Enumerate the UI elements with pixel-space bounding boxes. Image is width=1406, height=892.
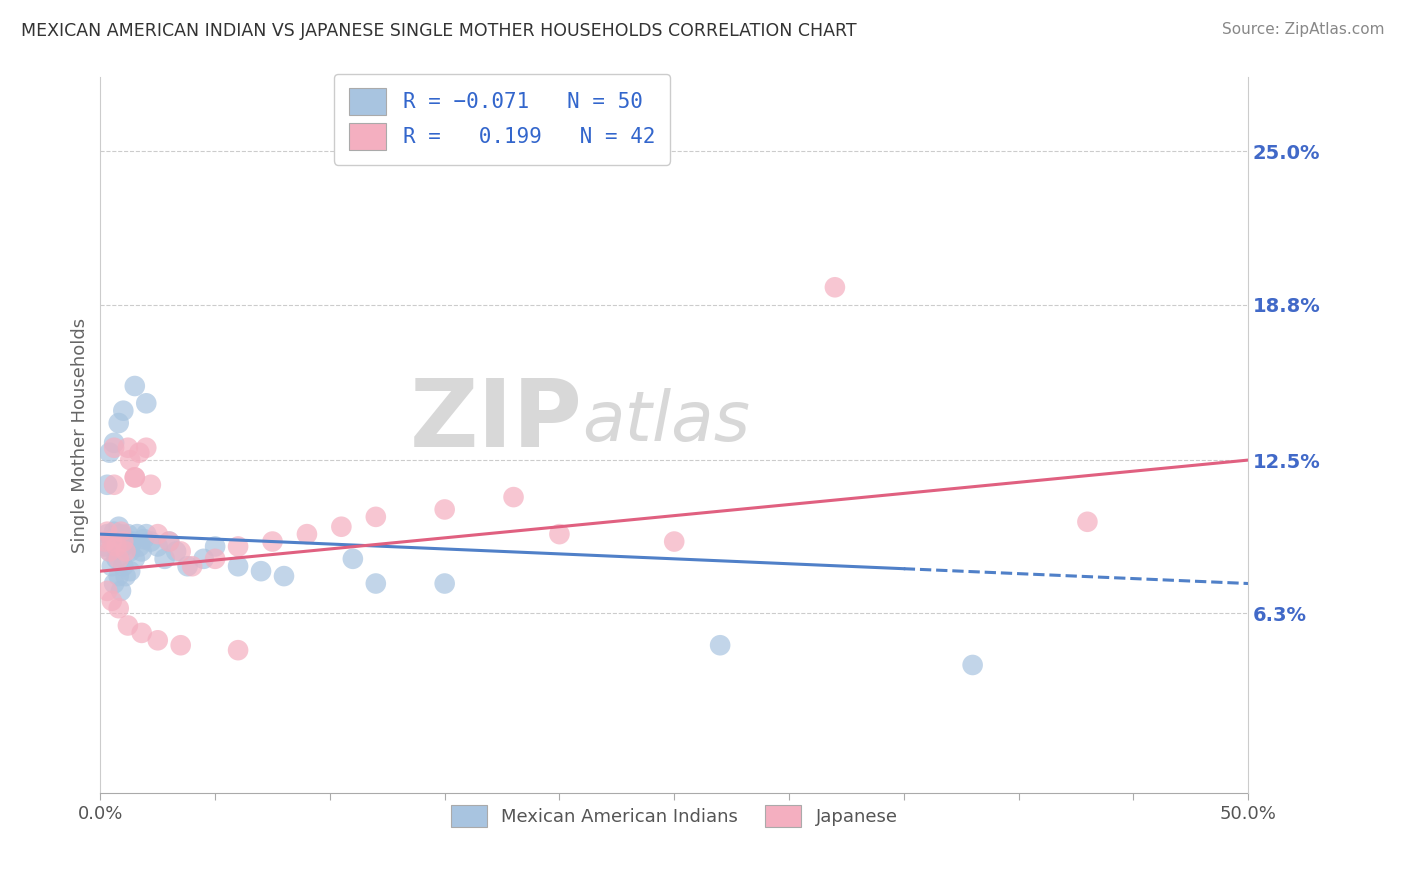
Point — [131, 544, 153, 558]
Point — [131, 626, 153, 640]
Point — [124, 470, 146, 484]
Text: MEXICAN AMERICAN INDIAN VS JAPANESE SINGLE MOTHER HOUSEHOLDS CORRELATION CHART: MEXICAN AMERICAN INDIAN VS JAPANESE SING… — [21, 22, 856, 40]
Point — [146, 540, 169, 554]
Point — [103, 576, 125, 591]
Point — [181, 559, 204, 574]
Point — [112, 403, 135, 417]
Point — [117, 441, 139, 455]
Point — [128, 445, 150, 459]
Point — [135, 396, 157, 410]
Point — [295, 527, 318, 541]
Point — [101, 559, 124, 574]
Point — [146, 527, 169, 541]
Point — [101, 534, 124, 549]
Point — [107, 569, 129, 583]
Point — [502, 490, 524, 504]
Point — [146, 633, 169, 648]
Point — [101, 532, 124, 546]
Point — [120, 453, 142, 467]
Point — [103, 435, 125, 450]
Point — [226, 540, 249, 554]
Point — [94, 540, 117, 554]
Point — [262, 534, 284, 549]
Point — [135, 527, 157, 541]
Point — [114, 544, 136, 558]
Point — [548, 527, 571, 541]
Point — [364, 576, 387, 591]
Point — [121, 534, 143, 549]
Point — [105, 540, 128, 554]
Point — [139, 534, 162, 549]
Point — [124, 379, 146, 393]
Point — [664, 534, 686, 549]
Legend: Mexican American Indians, Japanese: Mexican American Indians, Japanese — [443, 798, 905, 834]
Point — [98, 445, 121, 459]
Point — [153, 551, 176, 566]
Point — [110, 527, 132, 541]
Point — [132, 532, 155, 546]
Point — [226, 559, 249, 574]
Point — [96, 527, 118, 541]
Text: ZIP: ZIP — [409, 375, 582, 467]
Point — [330, 520, 353, 534]
Point — [98, 544, 121, 558]
Point — [135, 441, 157, 455]
Point — [107, 551, 129, 566]
Point — [94, 534, 117, 549]
Point — [250, 564, 273, 578]
Point — [110, 583, 132, 598]
Point — [120, 564, 142, 578]
Point — [824, 280, 846, 294]
Point — [107, 601, 129, 615]
Point — [96, 583, 118, 598]
Point — [103, 477, 125, 491]
Point — [110, 524, 132, 539]
Point — [170, 638, 193, 652]
Point — [226, 643, 249, 657]
Point — [124, 551, 146, 566]
Point — [117, 527, 139, 541]
Point — [112, 534, 135, 549]
Point — [107, 416, 129, 430]
Point — [107, 520, 129, 534]
Point — [112, 559, 135, 574]
Point — [96, 477, 118, 491]
Point — [139, 477, 162, 491]
Point — [117, 618, 139, 632]
Point — [114, 532, 136, 546]
Point — [105, 551, 128, 566]
Point — [193, 551, 215, 566]
Point — [176, 559, 198, 574]
Point — [105, 534, 128, 549]
Point — [709, 638, 731, 652]
Point — [120, 544, 142, 558]
Point — [364, 509, 387, 524]
Point — [103, 441, 125, 455]
Point — [125, 527, 148, 541]
Point — [273, 569, 295, 583]
Point — [1076, 515, 1098, 529]
Point — [204, 551, 226, 566]
Point — [204, 540, 226, 554]
Point — [165, 544, 187, 558]
Text: Source: ZipAtlas.com: Source: ZipAtlas.com — [1222, 22, 1385, 37]
Point — [112, 540, 135, 554]
Point — [96, 524, 118, 539]
Point — [157, 534, 180, 549]
Text: atlas: atlas — [582, 388, 751, 455]
Point — [101, 594, 124, 608]
Point — [103, 524, 125, 539]
Point — [128, 540, 150, 554]
Y-axis label: Single Mother Households: Single Mother Households — [72, 318, 89, 553]
Point — [433, 576, 456, 591]
Point — [124, 470, 146, 484]
Point — [342, 551, 364, 566]
Point — [170, 544, 193, 558]
Point — [157, 534, 180, 549]
Point — [98, 544, 121, 558]
Point — [433, 502, 456, 516]
Point — [962, 657, 984, 672]
Point — [114, 569, 136, 583]
